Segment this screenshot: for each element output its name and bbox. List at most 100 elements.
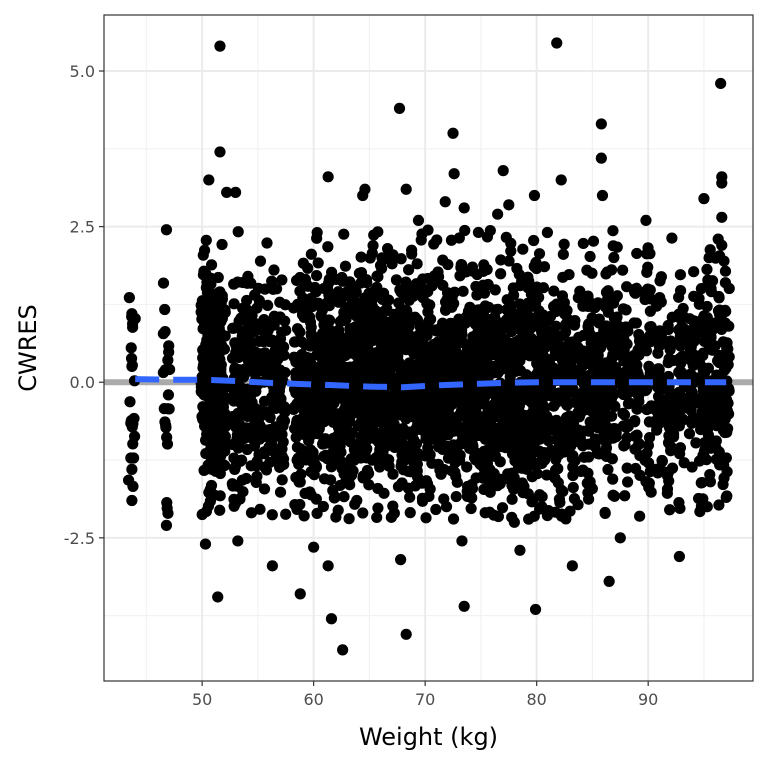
x-axis-title: Weight (kg) [359,723,498,751]
data-point [607,489,619,501]
data-point [159,303,171,316]
data-point [249,417,261,429]
data-point [478,305,490,317]
data-point [322,241,334,253]
data-point [162,507,174,519]
data-point [701,311,713,324]
data-point [450,490,462,503]
data-point [654,378,666,390]
data-point [447,513,460,525]
data-point [343,513,355,525]
data-point [685,368,697,380]
data-point [526,496,538,508]
data-point [630,462,642,475]
data-point [245,507,258,519]
data-point [294,498,306,511]
data-point [406,248,418,260]
data-point [308,541,320,553]
data-point [338,228,350,240]
data-point [573,331,585,343]
data-point [557,248,569,260]
data-point [651,300,663,312]
data-point [251,348,263,360]
data-point [640,345,653,357]
x-tick-label: 80 [526,690,546,709]
data-point [484,225,496,237]
data-point [274,486,287,498]
data-point [337,644,349,656]
data-point [386,258,398,270]
data-point [275,368,287,380]
data-point [661,487,673,499]
data-point [329,491,341,503]
data-point [268,319,280,331]
data-point [229,186,242,198]
data-point [719,413,731,425]
data-point [203,174,215,186]
data-point [688,266,700,278]
data-point [226,352,239,364]
data-point [556,510,568,522]
data-point [503,199,515,211]
data-point [610,361,622,374]
data-point [555,484,567,496]
data-point [540,374,552,386]
data-point [305,248,317,260]
data-point [640,383,653,396]
data-point [640,476,652,488]
data-point [205,278,217,290]
data-point [459,224,471,237]
data-point [322,560,334,572]
data-point [214,40,226,52]
data-point [662,466,675,478]
data-point [484,486,496,498]
data-point [563,336,575,349]
data-point [456,535,468,547]
data-point [530,256,542,269]
y-axis-ticks: -2.5 0.0 2.5 5.0 [64,62,104,548]
data-point [322,171,334,183]
data-point [551,37,563,49]
data-point [160,519,173,531]
data-point [411,458,423,470]
data-point [432,271,445,283]
data-point [420,512,432,524]
data-point [213,441,225,453]
data-point [302,262,314,274]
data-point [595,118,607,130]
data-point [492,510,505,523]
data-point [404,491,416,503]
data-point [606,327,618,339]
data-point [367,239,379,252]
data-point [533,248,546,260]
data-point [444,297,457,309]
data-point [451,476,463,488]
data-point [126,359,138,371]
data-point [572,364,584,376]
data-point [629,414,641,427]
data-point [324,474,337,486]
data-point [390,274,403,286]
data-point [664,504,676,516]
data-point [721,426,733,438]
data-point [160,224,173,236]
data-point [666,232,678,244]
data-point [199,538,212,550]
data-point [449,286,461,298]
data-point [558,238,570,250]
data-point [278,458,290,471]
data-point [472,226,485,239]
data-point [617,264,629,276]
data-point [539,355,552,368]
data-point [492,303,504,315]
data-point [122,474,135,486]
data-point [497,165,509,177]
data-point [228,298,240,310]
data-point [528,234,540,247]
data-point [412,214,425,226]
data-point [332,326,344,339]
data-point [690,437,702,449]
data-point [704,476,717,488]
data-point [200,268,212,280]
data-point [481,461,494,473]
